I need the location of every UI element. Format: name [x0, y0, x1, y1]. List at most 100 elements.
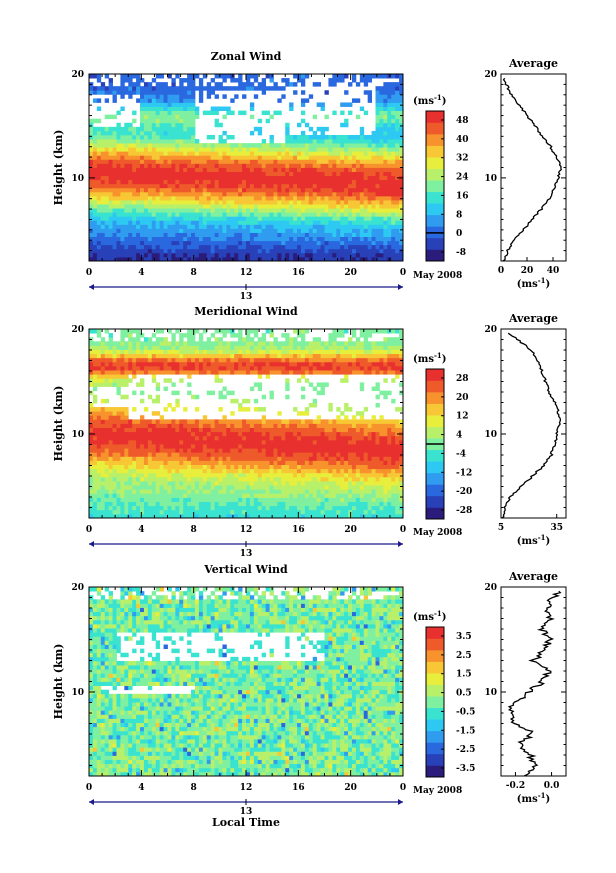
heatmap-cell [238, 252, 243, 258]
heatmap-cell [253, 252, 259, 258]
heatmap-cell [112, 419, 117, 424]
heatmap-cell [387, 118, 392, 124]
heatmap-cell [155, 151, 161, 156]
heatmap-cell [285, 212, 290, 217]
heatmap-cell [143, 505, 149, 511]
heatmap-cell [198, 365, 204, 371]
heatmap-cell [257, 509, 263, 515]
heatmap-cell [89, 374, 94, 379]
heatmap-cell [391, 204, 396, 209]
heatmap-cell [202, 74, 208, 79]
heatmap-cell [281, 163, 286, 168]
heatmap-cell [92, 501, 98, 507]
heatmap-cell [140, 134, 145, 140]
heatmap-cell [124, 489, 129, 494]
heatmap-cell [92, 155, 98, 160]
heatmap-cell [289, 159, 294, 164]
heatmap-cell [234, 175, 239, 181]
heatmap-cell [230, 481, 235, 486]
heatmap-cell [128, 236, 133, 242]
heatmap-cell [234, 216, 239, 221]
heatmap-cell [124, 365, 129, 371]
heatmap-cell [222, 143, 227, 148]
colorbar-unit-base: (ms [413, 96, 434, 107]
heatmap-cell [136, 195, 141, 201]
heatmap-cell [140, 147, 145, 152]
heatmap-cell [383, 220, 388, 225]
heatmap-cell [163, 171, 168, 177]
heatmap-cell [183, 431, 188, 437]
heatmap-cell [179, 155, 184, 160]
heatmap-cell [297, 167, 302, 172]
heatmap-cell [202, 179, 208, 185]
heatmap-cell [128, 357, 133, 363]
heatmap-cell [132, 390, 137, 396]
heatmap-cell [214, 240, 219, 246]
heatmap-cell [340, 179, 345, 185]
heatmap-cell [120, 159, 125, 164]
heatmap-cell [116, 163, 121, 168]
heatmap-cell [344, 220, 349, 225]
heatmap-cell [89, 240, 94, 246]
heatmap-cell [261, 159, 267, 164]
heatmap-cell [120, 497, 125, 502]
heatmap-cell [120, 333, 125, 338]
heatmap-cell [253, 497, 259, 502]
heatmap-cell [289, 195, 294, 201]
heatmap-cell [269, 431, 274, 437]
heatmap-cell [249, 143, 255, 148]
heatmap-cell [210, 419, 216, 424]
heatmap-cell [112, 163, 117, 168]
heatmap-cell [194, 431, 200, 437]
heatmap-cell [194, 419, 200, 424]
heatmap-cell [128, 130, 133, 136]
heatmap-cell [226, 252, 231, 258]
heatmap-cell [136, 244, 141, 250]
heatmap-cell [151, 139, 157, 144]
heatmap-cell [297, 224, 302, 229]
heatmap-cell [132, 448, 137, 453]
heatmap-cell [234, 398, 239, 404]
heatmap-cell [226, 460, 231, 465]
heatmap-cell [104, 208, 110, 213]
heatmap-cell [222, 212, 227, 217]
heatmap-cell [151, 509, 157, 515]
heatmap-cell [249, 151, 255, 156]
heatmap-cell [218, 353, 223, 359]
heatmap-cell [143, 252, 149, 258]
heatmap-cell [234, 427, 239, 433]
heatmap-cell [230, 398, 235, 404]
heatmap-cell [198, 341, 204, 346]
heatmap-cell [100, 143, 106, 148]
heatmap-cell [297, 179, 302, 185]
heatmap-cell [359, 74, 365, 79]
heatmap-cell [387, 82, 392, 87]
heatmap-cell [214, 439, 219, 445]
heatmap-cell [399, 171, 404, 177]
heatmap-cell [159, 224, 164, 229]
heatmap-cell [136, 468, 141, 474]
heatmap-cell [132, 505, 137, 511]
heatmap-cell [242, 357, 247, 363]
heatmap-cell [140, 179, 145, 185]
heatmap-cell [234, 179, 239, 185]
heatmap-cell [249, 82, 255, 87]
heatmap-cell [249, 130, 255, 136]
heatmap-cell [230, 155, 235, 160]
heatmap-cell [167, 102, 172, 107]
heatmap-cell [191, 216, 196, 221]
heatmap-cell [387, 220, 392, 225]
heatmap-cell [261, 175, 267, 181]
heatmap-cell [249, 236, 255, 242]
heatmap-cell [218, 106, 223, 111]
heatmap-cell [387, 139, 392, 144]
heatmap-cell [253, 183, 259, 189]
heatmap-cell [277, 110, 282, 116]
heatmap-cell [387, 171, 392, 177]
heatmap-cell [151, 179, 157, 185]
heatmap-cell [171, 419, 176, 424]
heatmap-cell [140, 357, 145, 363]
heatmap-cell [230, 353, 235, 359]
heatmap-cell [328, 220, 333, 225]
heatmap-cell [371, 179, 376, 185]
